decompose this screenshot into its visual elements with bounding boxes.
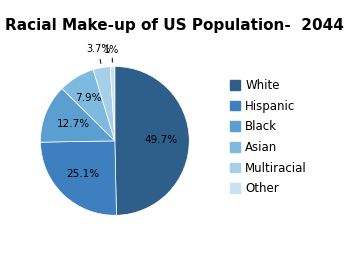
Wedge shape <box>40 141 117 215</box>
Wedge shape <box>110 67 115 141</box>
Text: Racial Make-up of US Population-  2044: Racial Make-up of US Population- 2044 <box>5 18 343 33</box>
Text: 12.7%: 12.7% <box>57 119 90 129</box>
Text: 1%: 1% <box>104 45 120 55</box>
Legend: White, Hispanic, Black, Asian, Multiracial, Other: White, Hispanic, Black, Asian, Multiraci… <box>225 74 312 200</box>
Wedge shape <box>93 67 115 141</box>
Text: 7.9%: 7.9% <box>76 92 102 103</box>
Wedge shape <box>62 70 115 141</box>
Wedge shape <box>115 67 189 215</box>
Text: 3.7%: 3.7% <box>86 44 111 54</box>
Wedge shape <box>40 89 115 142</box>
Text: 25.1%: 25.1% <box>66 169 100 179</box>
Text: 49.7%: 49.7% <box>144 135 177 145</box>
